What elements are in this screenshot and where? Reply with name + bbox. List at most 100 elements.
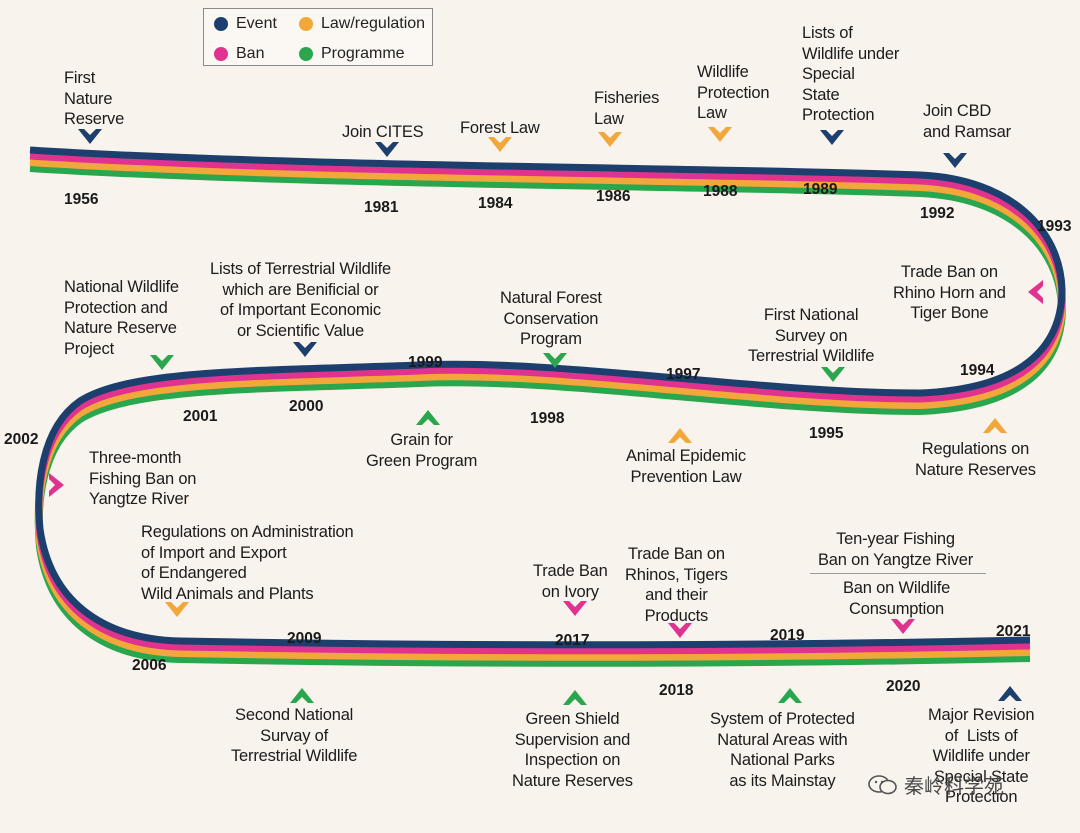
marker-programme-1998: [543, 353, 567, 368]
marker-notch-1981: [381, 142, 393, 148]
marker-notch-1988: [714, 127, 726, 133]
milestone-label-2001: National Wildlife Protection and Nature …: [64, 278, 179, 358]
year-2009: 2009: [287, 630, 322, 647]
marker-notch-2000: [299, 342, 311, 348]
marker-notch-2019: [784, 697, 796, 703]
marker-law-1988: [708, 127, 732, 142]
year-1992: 1992: [920, 205, 955, 222]
marker-law-1997: [668, 428, 692, 443]
marker-programme-2009: [290, 688, 314, 703]
legend-item-ban: Ban: [214, 45, 264, 63]
timeline-band-ban: [29, 152, 1066, 655]
timeline-band-event: [29, 146, 1066, 649]
year-1989: 1989: [803, 181, 838, 198]
milestone-label-2009: Second National Survay of Terrestrial Wi…: [231, 706, 358, 765]
marker-ban-1993: [1028, 280, 1043, 304]
year-2021: 2021: [996, 623, 1031, 640]
year-1956: 1956: [64, 191, 99, 208]
year-1995: 1995: [809, 425, 844, 442]
wechat-icon: [868, 774, 897, 794]
milestone-label-2000: Lists of Terrestrial Wildlife which are …: [210, 260, 391, 340]
milestone-label-2020-fishing: Ten-year Fishing Ban on Yangtze River: [818, 530, 973, 569]
year-1993: 1993: [1037, 218, 1072, 235]
milestone-label-2018: Trade Ban on Rhinos, Tigers and their Pr…: [625, 545, 728, 625]
year-1988: 1988: [703, 183, 738, 200]
milestone-label-1984: Forest Law: [460, 119, 540, 137]
marker-event-1989: [820, 130, 844, 145]
marker-notch-1998: [549, 353, 561, 359]
year-1984: 1984: [478, 195, 513, 212]
marker-law-2006: [165, 602, 189, 617]
year-2002: 2002: [4, 431, 39, 448]
marker-ban-2002: [49, 473, 64, 497]
milestone-label-1981: Join CITES: [342, 123, 424, 141]
marker-ban-2020: [891, 619, 915, 634]
marker-event-1981: [375, 142, 399, 157]
marker-event-1992: [943, 153, 967, 168]
marker-notch-2021: [1004, 695, 1016, 701]
marker-notch-2006: [171, 602, 183, 608]
legend: Event Law/regulation Ban Programme: [203, 8, 433, 66]
milestone-label-1997: Animal Epidemic Prevention Law: [626, 447, 746, 486]
legend-item-law: Law/regulation: [299, 15, 425, 33]
year-2000: 2000: [289, 398, 324, 415]
marker-ban-2017: [563, 601, 587, 616]
marker-notch-2017: [569, 699, 581, 705]
milestone-label-1988: Wildlife Protection Law: [697, 63, 770, 122]
marker-notch-2020: [897, 619, 909, 625]
marker-programme-1995: [821, 367, 845, 382]
milestone-label-1993: Trade Ban on Rhino Horn and Tiger Bone: [893, 263, 1006, 322]
marker-notch-1956: [84, 129, 96, 135]
year-1998: 1998: [530, 410, 565, 427]
marker-law-1984: [488, 137, 512, 152]
timeline-band-law: [29, 158, 1067, 661]
year-2001: 2001: [183, 408, 218, 425]
marker-programme-2019: [778, 688, 802, 703]
legend-dot-event: [214, 17, 228, 31]
marker-programme-2017: [563, 690, 587, 705]
marker-event-2000: [293, 342, 317, 357]
legend-label-law: Law/regulation: [321, 15, 426, 32]
milestone-label-1989: Lists of Wildlife under Special State Pr…: [802, 24, 900, 124]
legend-label-event: Event: [236, 15, 277, 32]
milestone-label-2019: System of Protected Natural Areas with N…: [710, 710, 855, 790]
year-2019: 2019: [770, 627, 805, 644]
marker-event-1956: [78, 129, 102, 144]
year-1997: 1997: [666, 366, 701, 383]
legend-label-programme: Programme: [321, 45, 405, 62]
legend-dot-ban: [214, 47, 228, 61]
marker-notch-2009: [296, 697, 308, 703]
year-2017: 2017: [555, 632, 590, 649]
milestone-label-1956: First Nature Reserve: [64, 69, 125, 128]
year-2018: 2018: [659, 682, 694, 699]
legend-item-programme: Programme: [299, 45, 405, 63]
watermark: 秦岭科学苑: [868, 770, 1004, 799]
year-1986: 1986: [596, 188, 631, 205]
marker-law-1994: [983, 418, 1007, 433]
marker-notch-1986: [604, 132, 616, 138]
year-1999: 1999: [408, 354, 443, 371]
marker-ban-2018: [668, 623, 692, 638]
legend-dot-law: [299, 17, 313, 31]
year-2006: 2006: [132, 657, 167, 674]
milestone-label-2017-green-shield: Green Shield Supervision and Inspection …: [512, 710, 633, 790]
milestone-label-1994: Regulations on Nature Reserves: [915, 440, 1036, 479]
marker-notch-1999: [422, 419, 434, 425]
marker-notch-2018: [674, 623, 686, 629]
milestone-label-1999: Grain for Green Program: [366, 431, 478, 470]
divider-line: [810, 573, 986, 574]
milestone-label-2020-consumption: Ban on Wildlife Consumption: [843, 579, 951, 618]
marker-event-2021: [998, 686, 1022, 701]
year-2020: 2020: [886, 678, 921, 695]
milestone-label-1992: Join CBD and Ramsar: [923, 102, 1011, 141]
marker-notch-1992: [949, 153, 961, 159]
timeline-bands: [29, 146, 1067, 667]
marker-notch-2002: [49, 479, 55, 491]
timeline-markers: [49, 127, 1043, 705]
timeline-band-programme: [29, 164, 1067, 667]
marker-notch-1995: [827, 367, 839, 373]
watermark-text: 秦岭科学苑: [904, 776, 1004, 798]
marker-notch-2017: [569, 601, 581, 607]
legend-label-ban: Ban: [236, 45, 265, 62]
